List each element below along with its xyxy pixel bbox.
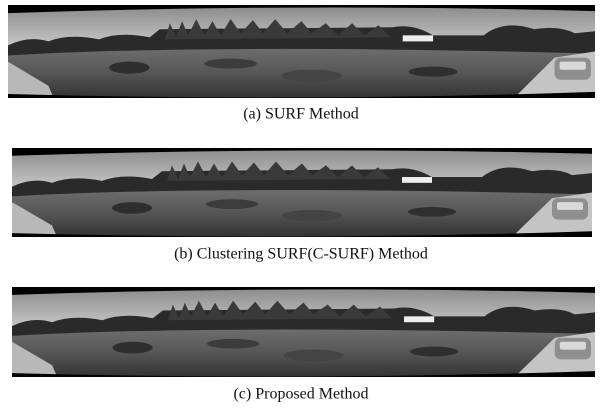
caption: (b) Clustering SURF(C-SURF) Method [174,246,428,263]
panorama-image [12,148,592,237]
caption: (c) Proposed Method [233,386,368,403]
panorama-image [12,287,595,377]
caption: (a) SURF Method [243,106,359,123]
figure: (a) SURF Method (b) Clustering SURF(C-SU… [0,0,603,409]
panorama-image [8,5,595,98]
